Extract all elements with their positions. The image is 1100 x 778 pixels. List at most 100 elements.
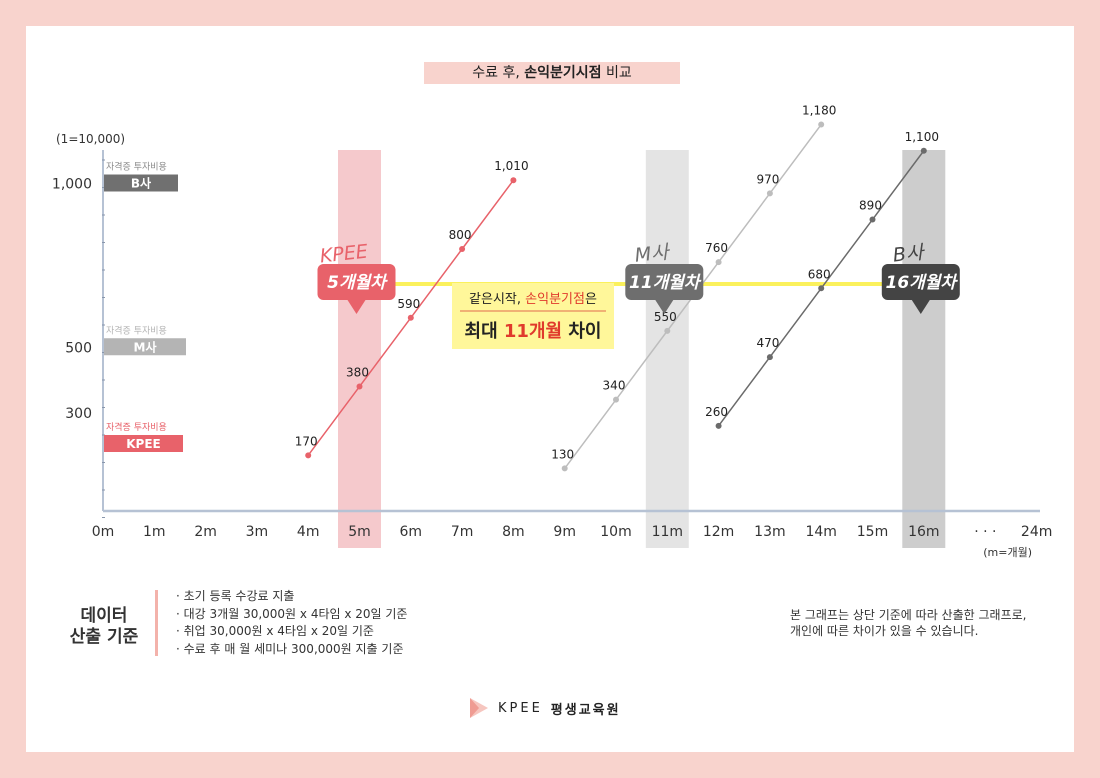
title-suffix: 비교 — [605, 65, 632, 81]
callout-line2-prefix: 최대 — [465, 321, 504, 342]
y-tick-label: 1,000 — [52, 177, 92, 193]
cost-box-label: B사 — [131, 176, 151, 191]
callout-line1: 같은시작, 손익분기점은 — [469, 292, 597, 307]
cost-caption: 자격증 투자비용 — [106, 161, 167, 173]
x-tick-label: 8m — [502, 524, 525, 540]
criteria-divider — [155, 590, 158, 656]
cost-box-label: KPEE — [126, 437, 161, 451]
marker-label: 16개월차 — [886, 273, 959, 293]
title-bold: 손익분기시점 — [524, 65, 602, 81]
x-unit-label: (m=개월) — [983, 546, 1032, 559]
data-point — [613, 396, 619, 403]
data-label: 340 — [603, 379, 626, 393]
data-point — [561, 465, 568, 472]
data-label: 550 — [654, 310, 677, 324]
marker-bubble — [625, 264, 704, 300]
x-tick-label: 4m — [297, 524, 320, 540]
data-point — [407, 314, 414, 321]
cost-box — [104, 338, 186, 356]
data-point — [510, 177, 517, 184]
x-tick-label: 9m — [553, 524, 576, 540]
data-label: 170 — [295, 434, 318, 448]
data-label: 470 — [756, 336, 779, 350]
marker-bubble — [317, 264, 396, 300]
marker-label: 11개월차 — [629, 273, 702, 293]
data-point — [664, 327, 671, 334]
data-point — [766, 354, 773, 361]
data-label: 130 — [551, 447, 574, 461]
x-tick-label: 14m — [805, 524, 836, 540]
x-tick-label: 11m — [652, 524, 683, 540]
marker-pointer — [911, 300, 930, 314]
callout-line1-accent: 손익분기점 — [525, 292, 585, 307]
callout-line1-suffix: 은 — [585, 292, 597, 307]
data-point — [356, 383, 363, 390]
data-label: 260 — [705, 405, 728, 419]
callout-line2-accent: 11개월 — [504, 321, 562, 342]
data-point — [869, 216, 876, 223]
data-point — [715, 259, 722, 266]
note-line1: 본 그래프는 상단 기준에 따라 산출한 그래프로, — [790, 608, 1027, 622]
x-tick-label: 10m — [600, 524, 631, 540]
x-tick-label: 15m — [857, 524, 888, 540]
x-tick-label: 12m — [703, 524, 734, 540]
x-tick-label: 13m — [754, 524, 785, 540]
heading-line2: 산출 기준 — [69, 627, 139, 647]
brand-logo: KPEE 평생교육원 — [470, 698, 621, 718]
criteria-item: 대강 3개월 30,000원 x 4타임 x 20일 기준 — [176, 606, 408, 624]
x-tick-label: 24m — [1021, 524, 1052, 540]
marker-label: 5개월차 — [327, 273, 388, 293]
title-prefix: 수료 후, — [472, 65, 520, 81]
data-point — [766, 190, 773, 197]
x-tick-label: 7m — [451, 524, 474, 540]
y-tick-label: 300 — [65, 406, 92, 422]
marker-company: B사 — [892, 241, 927, 266]
x-tick-label: 0m — [92, 524, 115, 540]
data-point — [459, 246, 466, 252]
data-label: 760 — [705, 241, 728, 255]
brand-suffix: 평생교육원 — [550, 702, 621, 718]
x-tick-label: 2m — [194, 524, 217, 540]
data-point — [920, 147, 927, 154]
y-tick-label: 500 — [65, 340, 92, 356]
data-label: 380 — [346, 366, 369, 380]
criteria-item: 취업 30,000원 x 4타임 x 20일 기준 — [176, 623, 407, 641]
breakeven-band — [338, 150, 381, 548]
data-label: 590 — [397, 297, 420, 311]
data-point — [818, 285, 825, 292]
marker-bubble — [881, 264, 960, 300]
heading-line1: 데이터 — [80, 606, 128, 626]
data-label: 800 — [449, 228, 472, 242]
data-label: 890 — [859, 199, 882, 213]
note-line2: 개인에 따른 차이가 있을 수 있습니다. — [790, 624, 979, 638]
data-point — [305, 452, 312, 459]
x-tick-label: 6m — [400, 524, 423, 540]
data-label: 680 — [808, 267, 831, 281]
callout-line1-prefix: 같은시작, — [469, 292, 525, 307]
data-label: 970 — [756, 172, 779, 186]
breakeven-band — [902, 150, 946, 548]
cost-caption: 자격증 투자비용 — [106, 421, 167, 433]
disclaimer-note: 본 그래프는 상단 기준에 따라 산출한 그래프로, 개인에 따른 차이가 있을… — [790, 607, 1026, 639]
data-label: 1,100 — [905, 130, 939, 144]
callout-line2: 최대 11개월 차이 — [465, 321, 602, 342]
criteria-list: 초기 등록 수강료 지출 대강 3개월 30,000원 x 4타임 x 20일 … — [176, 588, 408, 658]
data-criteria-heading: 데이터 산출 기준 — [64, 606, 144, 648]
x-tick-label: 3m — [246, 524, 269, 540]
data-point — [818, 121, 825, 128]
callout-line2-suffix: 차이 — [562, 321, 601, 342]
cost-box — [104, 174, 178, 192]
brand-name: KPEE — [498, 700, 543, 716]
chart-title: 수료 후, 손익분기시점 비교 — [424, 62, 680, 84]
data-label: 1,180 — [802, 104, 836, 118]
criteria-item: 초기 등록 수강료 지출 — [176, 588, 407, 606]
kpee-logo-icon — [470, 698, 488, 718]
x-tick-label: 5m — [348, 524, 371, 540]
cost-box-label: M사 — [134, 339, 157, 354]
breakeven-band — [645, 150, 689, 548]
marker-company: KPEE — [319, 241, 369, 268]
marker-company: M사 — [634, 241, 672, 267]
x-tick-label: · · · — [974, 524, 996, 540]
marker-pointer — [347, 300, 366, 314]
